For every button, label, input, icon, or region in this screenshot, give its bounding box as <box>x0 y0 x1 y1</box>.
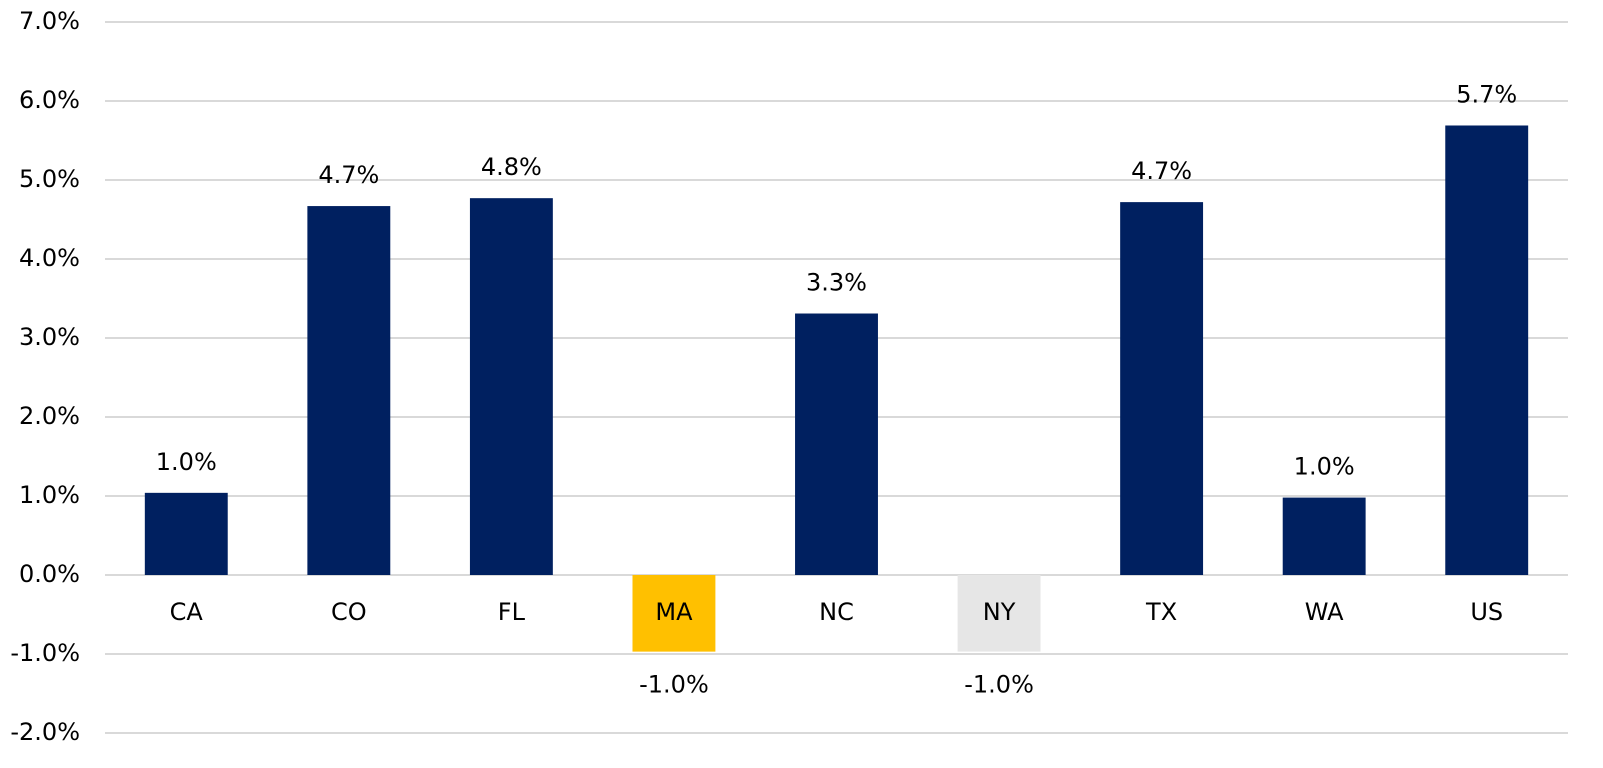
data-label: -1.0% <box>964 671 1034 699</box>
y-tick-label: 4.0% <box>19 244 80 272</box>
data-label: 4.7% <box>1131 157 1192 185</box>
y-tick-label: 1.0% <box>19 481 80 509</box>
data-label: -1.0% <box>639 671 709 699</box>
data-label: 1.0% <box>1294 453 1355 481</box>
y-tick-label: 6.0% <box>19 86 80 114</box>
y-tick-label: 0.0% <box>19 560 80 588</box>
bar <box>1282 497 1366 575</box>
bar <box>307 206 391 575</box>
data-label: 4.8% <box>481 153 542 181</box>
y-tick-label: 5.0% <box>19 165 80 193</box>
x-tick-label: US <box>1470 598 1503 626</box>
data-label: 4.7% <box>318 161 379 189</box>
x-tick-label: WA <box>1305 598 1344 626</box>
x-tick-label: TX <box>1145 598 1177 626</box>
x-tick-label: NC <box>819 598 854 626</box>
bar <box>469 198 553 576</box>
bar <box>1120 202 1204 575</box>
y-tick-label: 3.0% <box>19 323 80 351</box>
y-tick-label: 7.0% <box>19 7 80 35</box>
x-tick-label: MA <box>655 598 693 626</box>
x-tick-label: CO <box>331 598 367 626</box>
bar <box>144 492 228 575</box>
x-tick-label: CA <box>170 598 204 626</box>
bar <box>795 313 878 575</box>
bar <box>957 575 1041 652</box>
bar <box>1445 125 1529 576</box>
data-label: 5.7% <box>1456 80 1517 108</box>
bar <box>632 575 716 652</box>
data-label: 3.3% <box>806 269 867 297</box>
y-tick-label: -1.0% <box>10 639 80 667</box>
x-tick-label: NY <box>983 598 1016 626</box>
data-label: 1.0% <box>156 448 217 476</box>
y-tick-label: -2.0% <box>10 718 80 746</box>
y-tick-label: 2.0% <box>19 402 80 430</box>
x-tick-label: FL <box>498 598 526 626</box>
